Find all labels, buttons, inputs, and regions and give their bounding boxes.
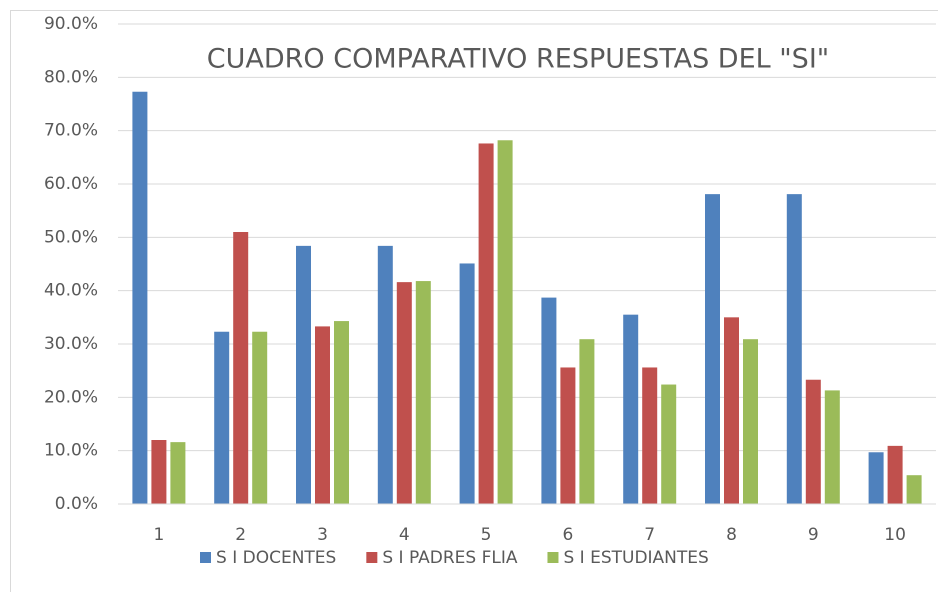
x-tick-label: 9: [808, 525, 819, 545]
x-tick-label: 4: [399, 525, 410, 545]
bar: [661, 384, 677, 504]
bar: [396, 282, 412, 504]
x-tick-label: 1: [153, 525, 164, 545]
chart-border: [10, 10, 938, 592]
x-tick-label: 6: [562, 525, 573, 545]
y-tick-label: 30.0%: [44, 334, 98, 354]
bar: [497, 140, 513, 504]
bar: [315, 326, 330, 504]
bar: [415, 281, 431, 504]
bar: [541, 297, 557, 504]
bar: [377, 245, 393, 504]
x-tick-label: 3: [317, 525, 328, 545]
y-tick-label: 80.0%: [44, 67, 98, 87]
bar: [478, 143, 494, 504]
x-tick-label: 2: [235, 525, 246, 545]
bar: [132, 91, 148, 504]
bar: [296, 245, 311, 504]
bar: [579, 339, 595, 504]
x-tick-label: 7: [644, 525, 655, 545]
legend-marker: [366, 552, 378, 563]
bar: [824, 390, 840, 504]
bar: [560, 367, 576, 504]
bar: [623, 314, 639, 504]
legend-marker: [547, 552, 559, 563]
bar: [459, 263, 475, 504]
y-tick-label: 50.0%: [44, 227, 98, 247]
bar: [170, 442, 186, 504]
x-tick-label: 10: [884, 525, 906, 545]
x-tick-label: 8: [726, 525, 737, 545]
bar: [906, 475, 922, 504]
bar: [724, 317, 739, 504]
bar: [743, 339, 758, 504]
y-tick-label: 10.0%: [44, 441, 98, 461]
bar: [705, 194, 720, 504]
y-tick-label: 90.0%: [44, 14, 98, 34]
legend-label: S I PADRES FLIA: [382, 548, 518, 568]
bar: [868, 452, 884, 504]
bar: [233, 232, 249, 504]
y-tick-label: 0.0%: [55, 494, 98, 514]
bar: [887, 445, 903, 504]
x-tick-label: 5: [481, 525, 492, 545]
legend-label: S I DOCENTES: [216, 548, 336, 568]
bar: [805, 379, 821, 504]
bar: [252, 331, 268, 504]
chart-title: CUADRO COMPARATIVO RESPUESTAS DEL "SI": [207, 44, 829, 75]
bar: [786, 194, 802, 504]
y-tick-label: 60.0%: [44, 174, 98, 194]
legend-marker: [200, 552, 211, 563]
y-tick-label: 70.0%: [44, 121, 98, 141]
bar: [214, 331, 230, 504]
legend-label: S I ESTUDIANTES: [563, 548, 708, 568]
bar: [642, 367, 658, 504]
bar: [151, 440, 167, 504]
y-tick-label: 20.0%: [44, 387, 98, 407]
y-tick-label: 40.0%: [44, 281, 98, 301]
bar: [334, 321, 349, 504]
